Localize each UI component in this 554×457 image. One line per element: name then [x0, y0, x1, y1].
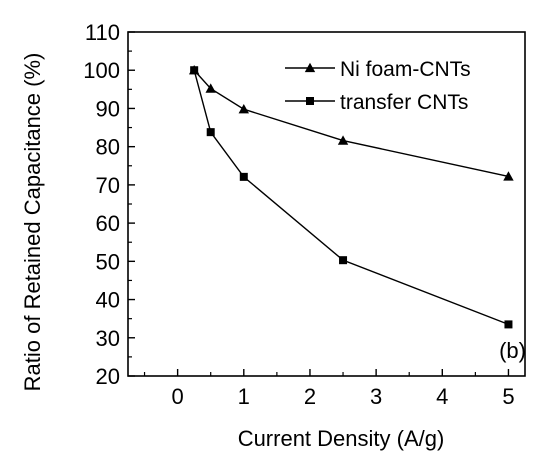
- plot-border: [127, 31, 526, 377]
- data-point: [504, 320, 513, 329]
- y-tick-label: 100: [83, 58, 120, 83]
- panel-label-annotation: (b): [499, 338, 526, 363]
- y-tick-label: 110: [85, 20, 120, 45]
- y-tick-label: 60: [96, 211, 120, 236]
- legend-item: transfer CNTs: [285, 91, 468, 114]
- x-tick-label: 5: [502, 384, 514, 409]
- data-point: [239, 172, 248, 181]
- data-point: [337, 135, 349, 145]
- y-tick-label: 50: [96, 249, 120, 274]
- series-transfer-cnts: [190, 66, 513, 329]
- x-tick-label: 4: [436, 384, 448, 409]
- x-tick-label: 0: [172, 384, 184, 409]
- series-group: [188, 65, 514, 329]
- y-tick-label: 30: [96, 326, 120, 351]
- y-tick-label: 20: [96, 364, 120, 389]
- x-tick-label: 1: [238, 384, 250, 409]
- x-tick-label: 2: [304, 384, 316, 409]
- data-point: [238, 104, 249, 114]
- data-point: [206, 128, 215, 137]
- y-axis-title: Ratio of Retained Capacitance (%): [20, 53, 45, 392]
- data-point: [190, 66, 199, 75]
- legend: Ni foam-CNTs transfer CNTs: [285, 58, 471, 114]
- y-tick-label: 80: [96, 135, 120, 160]
- x-axis-title: Current Density (A/g): [238, 426, 445, 451]
- y-tick-label: 70: [96, 173, 120, 198]
- legend-marker: [306, 97, 314, 105]
- legend-label: transfer CNTs: [340, 91, 468, 114]
- series-ni-foam-cnts: [188, 65, 514, 181]
- data-point: [205, 83, 216, 93]
- axis-ticks: 0 1 2 3 4 5 20 30 40 50 60 70 80 90 100 110: [83, 20, 514, 409]
- y-tick-label: 90: [96, 96, 120, 121]
- x-tick-label: 3: [370, 384, 382, 409]
- y-tick-label: 40: [96, 288, 120, 313]
- legend-marker: [304, 62, 316, 73]
- data-point: [503, 171, 514, 181]
- data-point: [339, 256, 348, 265]
- legend-item: Ni foam-CNTs: [285, 58, 471, 81]
- legend-label: Ni foam-CNTs: [340, 58, 471, 81]
- series-line: [193, 69, 509, 178]
- plot-frame: [127, 31, 526, 377]
